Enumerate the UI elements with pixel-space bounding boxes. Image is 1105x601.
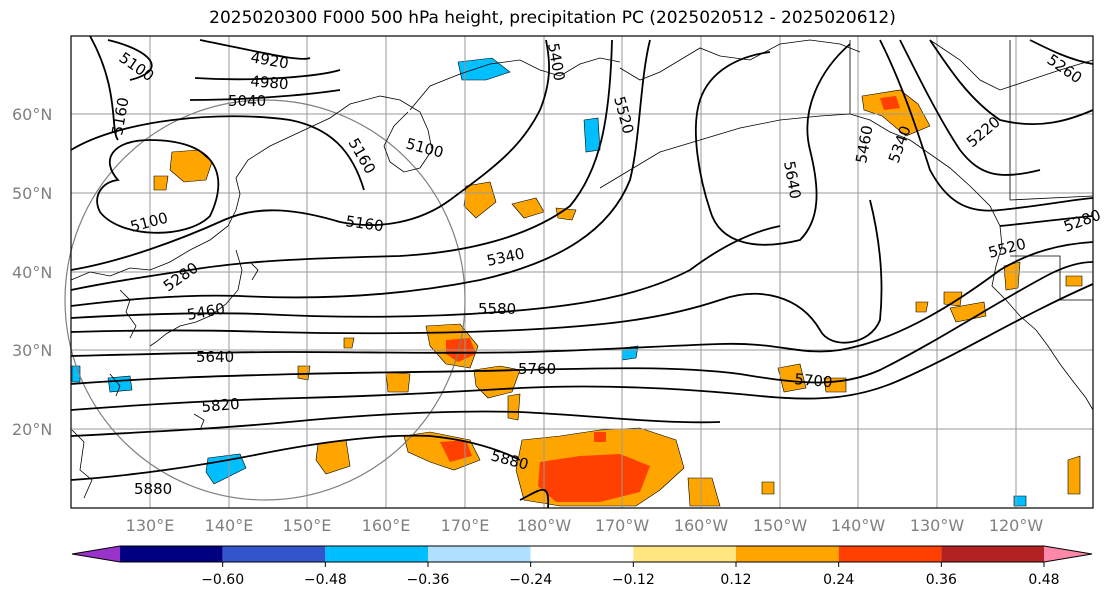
lat-label: 50°N: [12, 184, 52, 203]
lon-label: 130°E: [126, 516, 175, 535]
colorbar-segment: [325, 546, 428, 562]
precip-patch: [343, 337, 355, 349]
colorbar-segment: [222, 546, 326, 562]
contour-label: 5580: [478, 300, 516, 318]
colorbar-tick-label: 0.24: [823, 572, 854, 588]
lat-label: 20°N: [12, 420, 52, 439]
colorbar-tick-label: −0.48: [304, 572, 347, 588]
lat-label: 30°N: [12, 341, 52, 360]
range-circle: [64, 99, 466, 501]
colorbar-segment: [838, 546, 942, 562]
lon-label: 150°W: [753, 516, 808, 535]
precip-patch-negative: [457, 57, 511, 81]
precip-patch: [463, 181, 497, 219]
contour-label: 5760: [518, 360, 556, 378]
precip-core: [880, 96, 900, 110]
colorbar-extend-max: [1044, 546, 1092, 562]
lon-label: 120°W: [989, 516, 1044, 535]
colorbar-segment: [633, 546, 736, 562]
precip-patch-negative: [107, 375, 133, 393]
lon-label: 160°E: [362, 516, 411, 535]
contour-label: 5640: [196, 348, 234, 366]
colorbar-tick-label: 0.48: [1028, 572, 1059, 588]
precip-patch: [507, 393, 521, 421]
contour-label: 5700: [794, 370, 834, 391]
colorbar-tick-label: −0.12: [612, 572, 655, 588]
graticule: [71, 36, 1093, 508]
longitude-labels: 130°E 140°E 150°E 160°E 170°E 180°W 170°…: [126, 516, 1044, 535]
lon-label: 140°E: [205, 516, 254, 535]
height-contours: [70, 35, 1094, 509]
colorbar-extend-min: [72, 546, 120, 562]
colorbar-tick-label: 0.12: [720, 572, 751, 588]
precip-patch-negative: [1013, 495, 1027, 507]
lon-label: 170°W: [595, 516, 650, 535]
colorbar-segment: [736, 546, 839, 562]
precip-patch: [385, 371, 411, 393]
lon-label: 180°W: [517, 516, 572, 535]
colorbar-tick-label: −0.36: [407, 572, 450, 588]
colorbar-outline: [71, 545, 1093, 563]
colorbar-tick-label: −0.24: [509, 572, 552, 588]
colorbar-tick-label: 0.36: [926, 572, 957, 588]
lon-label: 130°W: [910, 516, 965, 535]
precip-patch: [777, 363, 807, 393]
precip-patch: [915, 301, 929, 313]
coastlines: [70, 39, 1094, 499]
precip-patch: [687, 477, 721, 507]
precip-patch: [1065, 275, 1083, 287]
precip-patch: [761, 481, 775, 495]
contour-label: 4980: [250, 72, 290, 93]
colorbar-segment: [530, 546, 634, 562]
contour-label: 5040: [228, 92, 266, 110]
precip-patch-negative: [583, 117, 601, 153]
colorbar-tick-label: −0.60: [201, 572, 244, 588]
colorbar-segment: [120, 546, 223, 562]
contour-label: 5160: [344, 212, 384, 235]
lon-label: 140°W: [831, 516, 886, 535]
lon-label: 170°E: [441, 516, 490, 535]
colorbar-segment: [941, 546, 1044, 562]
precip-shading: [71, 57, 1083, 507]
contour-label: 5880: [134, 480, 172, 498]
contour-label: 5820: [201, 395, 241, 416]
lat-label: 60°N: [12, 105, 52, 124]
colorbar-segment: [428, 546, 531, 562]
lon-label: 160°W: [674, 516, 729, 535]
precip-patch: [949, 301, 987, 323]
latitude-labels: 60°N 50°N 40°N 30°N 20°N: [12, 105, 52, 439]
map-title: 2025020300 F000 500 hPa height, precipit…: [209, 8, 896, 28]
precip-patch: [153, 175, 169, 191]
precip-core: [440, 440, 472, 462]
map-frame: [70, 35, 1094, 509]
precip-patch: [1067, 455, 1081, 495]
lon-label: 150°E: [283, 516, 332, 535]
colorbar: −0.60 −0.48 −0.36 −0.24 −0.12 0.12 0.24 0.36 0.4…: [71, 545, 1093, 588]
lat-label: 40°N: [12, 263, 52, 282]
precip-core: [594, 432, 606, 442]
